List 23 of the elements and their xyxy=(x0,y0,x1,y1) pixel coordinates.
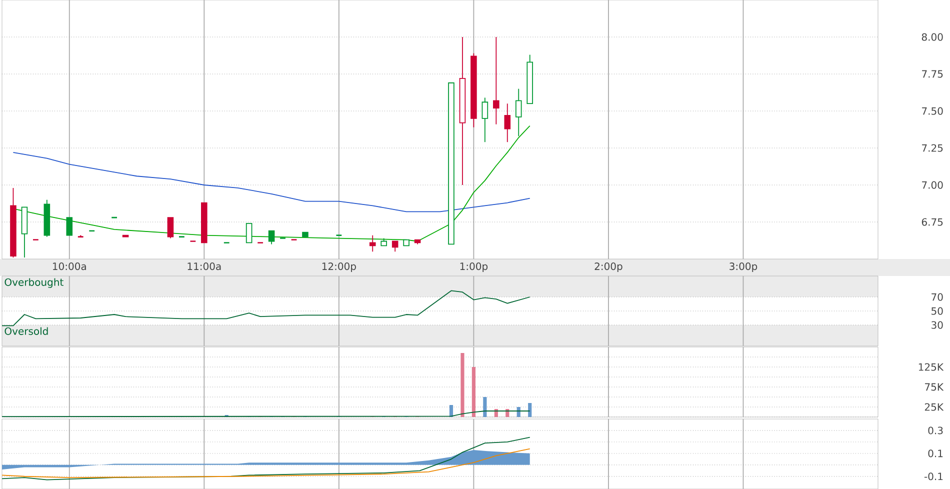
y-tick-label: 0.1 xyxy=(928,450,943,458)
y-tick-label: 75K xyxy=(925,383,944,391)
x-tick-label: 12:00p xyxy=(322,262,356,272)
band-label: Oversold xyxy=(4,327,48,335)
x-tick-label: 1:00p xyxy=(460,262,488,272)
y-tick-label: 50 xyxy=(932,307,943,315)
x-tick-label: 10:00a xyxy=(53,262,86,270)
x-tick-label: 11:00a xyxy=(188,262,221,270)
y-tick-label: 0.3 xyxy=(928,426,943,434)
x-tick-label: 2:00p xyxy=(594,262,622,272)
y-tick-label: -0.1 xyxy=(924,472,943,480)
band-label: Overbought xyxy=(4,278,64,288)
y-tick-label: 30 xyxy=(932,321,943,329)
y-tick-label: 125K xyxy=(918,363,944,371)
y-tick-label: 7.25 xyxy=(922,144,943,152)
y-tick-label: 25K xyxy=(924,403,944,411)
y-tick-label: 6.75 xyxy=(922,218,943,226)
x-tick-label: 3:00p xyxy=(730,262,758,272)
y-tick-label: 7.75 xyxy=(922,70,943,78)
y-tick-label: 7.50 xyxy=(922,107,943,115)
y-tick-label: 70 xyxy=(932,293,943,301)
y-tick-label: 8.00 xyxy=(922,33,943,41)
y-tick-label: 7.00 xyxy=(922,181,943,189)
